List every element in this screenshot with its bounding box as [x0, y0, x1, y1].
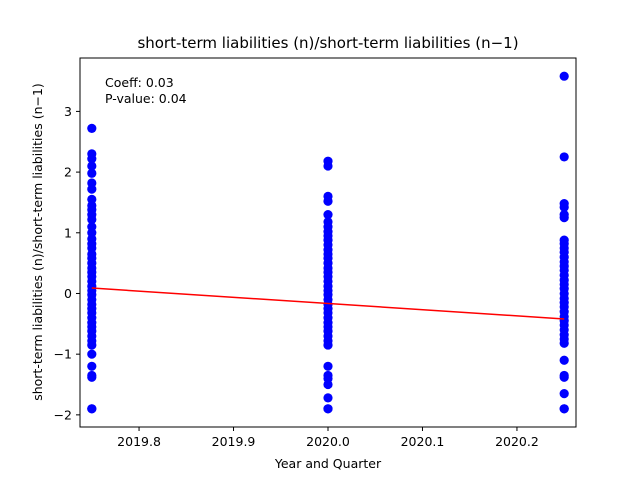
scatter-point — [323, 379, 333, 390]
x-axis-label: Year and Quarter — [274, 456, 382, 471]
coeff-annotation: Coeff: 0.03 — [105, 75, 174, 90]
scatter-point — [87, 168, 97, 178]
scatter-point — [559, 338, 569, 348]
scatter-point — [87, 214, 97, 225]
x-tick-label: 2019.8 — [117, 434, 161, 449]
y-tick-label: 3 — [64, 104, 72, 119]
scatter-point — [87, 349, 97, 359]
x-tick-label: 2020.0 — [306, 434, 350, 449]
y-tick-label: 1 — [64, 225, 72, 240]
regression-line — [91, 287, 565, 320]
chart-title: short-term liabilities (n)/short-term li… — [137, 34, 518, 52]
scatter-point — [323, 361, 333, 371]
scatter-point — [323, 340, 333, 350]
scatter-point — [559, 389, 569, 399]
y-tick-label: −1 — [54, 347, 72, 362]
pvalue-annotation: P-value: 0.04 — [105, 91, 187, 106]
x-axis-ticks: 2019.8 2019.9 2020.0 2020.1 2020.2 — [117, 427, 539, 449]
scatter-point — [87, 340, 97, 350]
scatter-point — [87, 361, 97, 371]
x-tick-label: 2020.2 — [495, 434, 539, 449]
scatter-point — [323, 209, 333, 220]
regression-line-group — [91, 287, 565, 320]
y-axis-ticks: −2 −1 0 1 2 3 — [54, 104, 80, 422]
scatter-point — [87, 404, 97, 414]
scatter-points — [87, 71, 569, 414]
scatter-point — [87, 372, 97, 382]
scatter-point — [323, 161, 333, 171]
y-tick-label: 0 — [64, 286, 72, 301]
scatter-point — [559, 152, 569, 162]
x-tick-label: 2020.1 — [401, 434, 445, 449]
scatter-point — [323, 196, 333, 206]
y-axis-label: short-term liabilities (n)/short-term li… — [30, 83, 45, 401]
scatter-point — [559, 372, 569, 382]
scatter-point — [559, 355, 569, 365]
x-tick-label: 2019.9 — [212, 434, 256, 449]
scatter-point — [559, 202, 569, 212]
scatter-point — [87, 123, 97, 134]
scatter-point — [87, 161, 97, 171]
y-tick-label: −2 — [54, 407, 72, 422]
scatter-point — [87, 184, 97, 194]
scatter-point — [323, 404, 333, 414]
scatter-point — [559, 71, 569, 81]
scatter-point — [559, 404, 569, 414]
scatter-point — [559, 213, 569, 223]
scatter-point — [87, 154, 97, 164]
y-tick-label: 2 — [64, 165, 72, 180]
scatter-point — [323, 393, 333, 403]
